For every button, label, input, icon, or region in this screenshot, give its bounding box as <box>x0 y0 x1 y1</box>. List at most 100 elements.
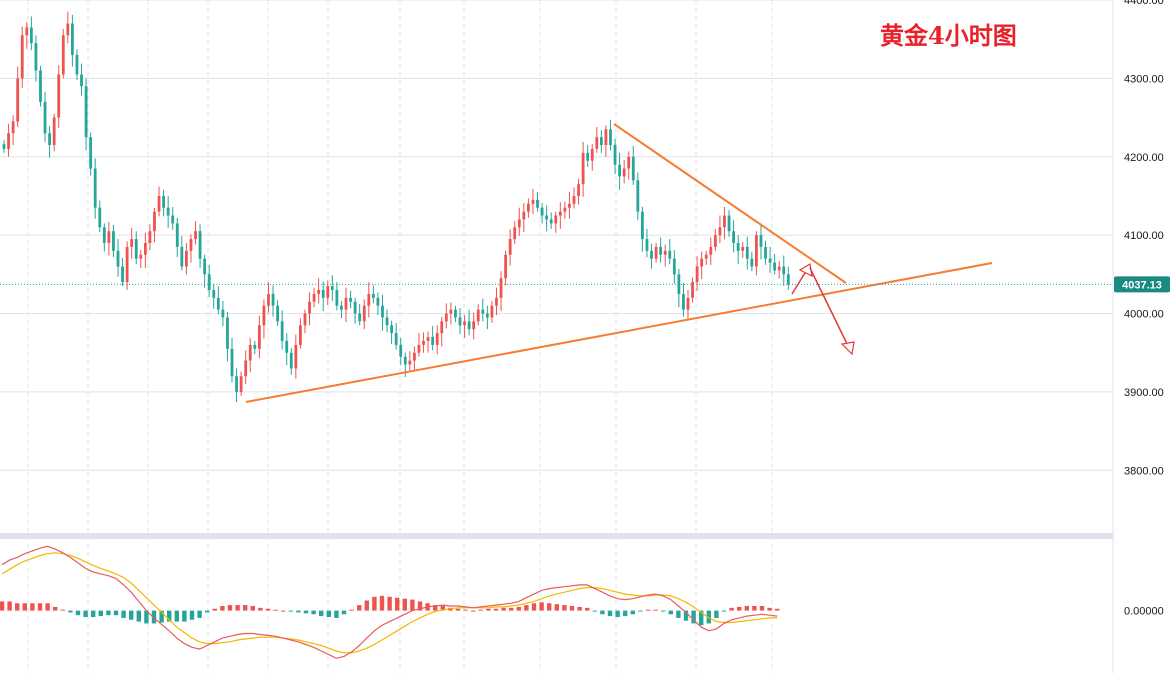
candle-body <box>66 23 70 36</box>
macd-histogram-bar <box>493 608 499 611</box>
candle-body <box>130 239 134 247</box>
candle-body <box>508 239 512 255</box>
candle-body <box>394 333 398 345</box>
macd-histogram-bar <box>463 609 468 611</box>
macd-histogram-bar <box>121 610 126 618</box>
candle-body <box>682 293 685 310</box>
candle-body <box>185 250 188 267</box>
price-axis-tick-label: 4300.00 <box>1124 73 1164 85</box>
macd-histogram-bar <box>15 603 20 611</box>
candle-body <box>7 133 10 149</box>
candle-body <box>371 293 375 298</box>
candle-body <box>577 184 580 196</box>
candle-body <box>207 274 211 291</box>
candle-body <box>244 360 248 377</box>
macd-histogram-bar <box>759 606 765 611</box>
macd-line <box>1 545 778 659</box>
candle-body <box>485 313 489 318</box>
candle-body <box>80 74 83 87</box>
macd-histogram-bar <box>402 598 407 611</box>
candle-body <box>271 293 275 306</box>
candle-body <box>435 333 439 345</box>
candle-body <box>417 344 421 353</box>
candle-body <box>89 137 93 169</box>
macd-histogram-bar <box>585 607 590 611</box>
price-axis-tick-label: 3800.00 <box>1124 465 1164 477</box>
candle-body <box>180 246 184 267</box>
arrow-down-head <box>840 341 855 356</box>
macd-histogram-bar <box>205 610 210 613</box>
candle-body <box>148 231 152 243</box>
macd-histogram-bar <box>311 610 316 615</box>
macd-histogram-bar <box>509 607 514 611</box>
candle-body <box>727 215 731 232</box>
candle-body <box>48 133 51 146</box>
candle-body <box>312 293 316 302</box>
grid <box>0 0 1113 673</box>
candle-body <box>755 235 758 267</box>
candle-body <box>267 293 270 306</box>
candle-body <box>61 35 65 75</box>
macd-histogram-bar <box>212 608 217 611</box>
candle-body <box>221 309 225 318</box>
candle-body <box>768 258 772 263</box>
candle-body <box>691 282 694 298</box>
candle-body <box>262 305 266 326</box>
upper-trendline[interactable] <box>613 123 847 284</box>
candle-body <box>143 242 147 255</box>
macd-histogram-bar <box>227 605 233 611</box>
current-price-label: 4037.13 <box>1122 279 1162 291</box>
candle-body <box>248 344 252 361</box>
macd-histogram-bar <box>615 610 620 618</box>
current-price-tag: 4037.13 <box>1114 276 1170 293</box>
candle-body <box>613 145 617 165</box>
candle-body <box>440 321 444 334</box>
pane-separator[interactable] <box>0 533 1113 539</box>
macd-histogram-bar <box>501 607 506 611</box>
candle-body <box>590 148 594 161</box>
candle-body <box>303 313 307 326</box>
macd-pane <box>0 545 780 659</box>
macd-signal-line <box>1 552 778 654</box>
macd-histogram-bar <box>68 610 73 613</box>
candle-body <box>239 376 243 392</box>
candle-body <box>235 376 238 392</box>
candle-body <box>627 156 631 169</box>
macd-histogram-bar <box>683 610 689 621</box>
candle-body <box>599 137 603 146</box>
candle-body <box>659 246 663 255</box>
candle-body <box>93 168 97 208</box>
macd-histogram-bar <box>220 606 225 611</box>
candle-body <box>134 239 138 259</box>
candle-body <box>139 254 143 259</box>
candle-body <box>403 356 407 365</box>
price-axis-tick-label: 4200.00 <box>1124 152 1164 164</box>
candle-body <box>408 360 412 365</box>
macd-histogram-bar <box>182 610 187 622</box>
macd-histogram-bar <box>737 606 742 611</box>
candle-body <box>527 203 530 212</box>
candle-body <box>294 344 298 369</box>
candle-body <box>385 317 389 326</box>
candle-body <box>276 305 279 322</box>
candle-body <box>654 246 658 259</box>
candle-body <box>495 297 498 306</box>
candle-body <box>362 305 366 322</box>
candle-body <box>554 215 558 224</box>
candle-body <box>107 231 111 243</box>
macd-histogram-bar <box>45 603 50 611</box>
candle-body <box>353 301 357 314</box>
lower-trendline[interactable] <box>245 262 993 403</box>
candle-body <box>641 211 644 240</box>
macd-histogram-bar <box>433 605 438 611</box>
macd-histogram-bar <box>273 609 278 611</box>
candle-body <box>376 297 380 306</box>
macd-histogram-bar <box>531 603 537 611</box>
candle-body <box>25 27 29 36</box>
price-axis[interactable]: 3800.00 3900.00 4000.00 4100.00 4200.00 4300.… <box>1124 0 1164 618</box>
price-axis-tick-label: 3900.00 <box>1124 387 1164 399</box>
candle-body <box>568 203 571 208</box>
candle-body <box>581 152 585 185</box>
candle-body <box>367 293 371 306</box>
